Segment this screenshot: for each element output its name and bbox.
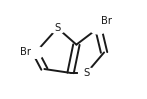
Circle shape bbox=[50, 23, 66, 33]
Text: S: S bbox=[83, 68, 90, 78]
Text: Br: Br bbox=[101, 16, 112, 26]
Circle shape bbox=[79, 68, 95, 78]
Circle shape bbox=[27, 47, 44, 58]
Text: S: S bbox=[54, 23, 61, 33]
Text: Br: Br bbox=[20, 47, 31, 57]
Circle shape bbox=[90, 22, 107, 34]
